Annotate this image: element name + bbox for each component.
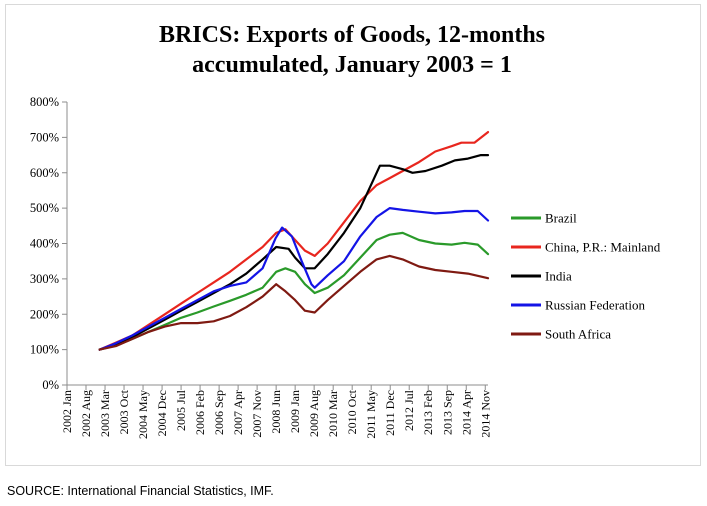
line-chart: BRICS: Exports of Goods, 12-months accum… (30, 22, 661, 439)
x-tick-label: 2004 Dec (155, 390, 169, 436)
x-tick-label: 2013 Sep (440, 390, 454, 435)
series-line-china-p-r-mainland (98, 131, 490, 351)
legend: Brazil China, P.R.: Mainland India Russian … (511, 211, 661, 342)
x-axis-ticks: 2002 Jan 2002 Aug 2003 Mar 2003 Oct 2004 May… (60, 385, 492, 439)
chart-title-line-2: accumulated, January 2003 = 1 (192, 52, 512, 78)
x-tick-label: 2014 Apr (459, 390, 473, 435)
x-tick-label: 2006 Feb (193, 390, 207, 435)
x-tick-label: 2009 Jan (288, 390, 302, 433)
x-tick-label: 2011 Dec (383, 390, 397, 436)
x-tick-label: 2007 Apr (231, 390, 245, 435)
legend-label-south-africa: South Africa (545, 327, 611, 342)
x-tick-label: 2013 Feb (421, 390, 435, 435)
legend-label-india: India (545, 269, 572, 284)
x-tick-label: 2008 Jun (269, 390, 283, 434)
y-tick-label: 0% (42, 378, 59, 392)
y-tick-label: 800% (30, 95, 59, 109)
x-tick-label: 2003 Oct (117, 389, 131, 434)
y-tick-label: 300% (30, 272, 59, 286)
x-tick-label: 2007 Nov (250, 390, 264, 438)
x-tick-label: 2003 Mar (98, 390, 112, 437)
series-line-india (98, 154, 490, 351)
chart-frame (5, 4, 701, 466)
x-tick-label: 2011 May (364, 390, 378, 439)
legend-label-china-p-r-mainland: China, P.R.: Mainland (545, 240, 661, 255)
series-line-russian-federation (98, 207, 490, 351)
source-note: SOURCE: International Financial Statisti… (7, 484, 274, 498)
y-tick-label: 400% (30, 237, 59, 251)
x-tick-label: 2009 Aug (307, 390, 321, 437)
y-tick-label: 600% (30, 166, 59, 180)
series-line-south-africa (98, 254, 490, 351)
x-tick-label: 2010 Oct (345, 389, 359, 434)
series-lines (98, 131, 490, 351)
y-tick-label: 200% (30, 307, 59, 321)
y-axis-ticks: 0% 100% 200% 300% 400% 500% 600% 700% 800% (30, 95, 67, 392)
y-tick-label: 700% (30, 130, 59, 144)
x-tick-label: 2005 Jul (174, 389, 188, 431)
series-line-brazil (98, 231, 490, 351)
x-tick-label: 2006 Sep (212, 390, 226, 435)
axes (66, 102, 488, 386)
x-tick-label: 2004 May (136, 390, 150, 439)
legend-label-russian-federation: Russian Federation (545, 298, 646, 313)
x-tick-label: 2012 Jul (402, 389, 416, 431)
x-tick-label: 2010 Mar (326, 390, 340, 437)
x-tick-label: 2002 Aug (79, 390, 93, 437)
x-tick-label: 2014 Nov (478, 390, 492, 438)
legend-label-brazil: Brazil (545, 211, 577, 226)
y-tick-label: 100% (30, 343, 59, 357)
chart-title-line-1: BRICS: Exports of Goods, 12-months (159, 22, 545, 48)
y-tick-label: 500% (30, 201, 59, 215)
x-tick-label: 2002 Jan (60, 390, 74, 433)
